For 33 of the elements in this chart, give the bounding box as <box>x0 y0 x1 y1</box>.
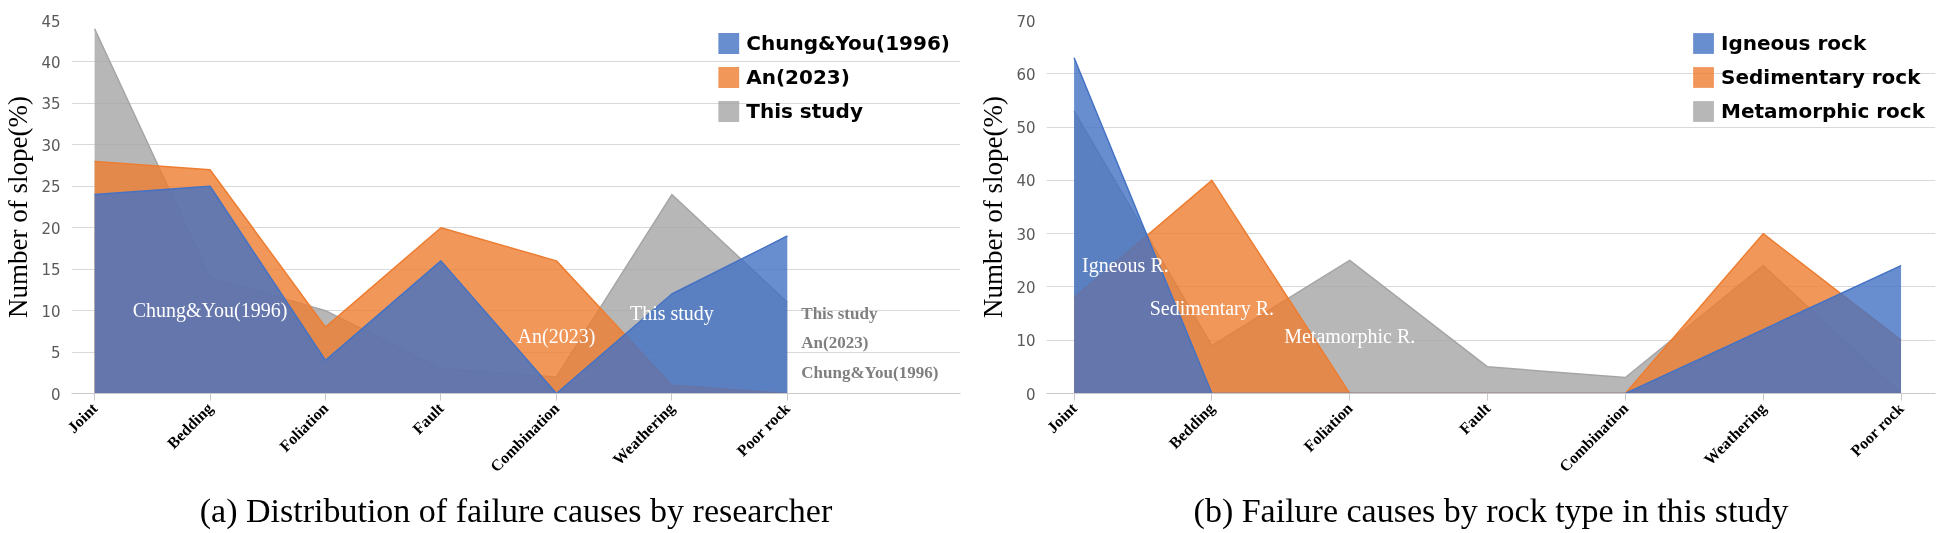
y-tick-label: 0 <box>50 385 61 404</box>
y-tick-label: 60 <box>1016 65 1036 84</box>
legend-label: Igneous rock <box>1721 31 1867 55</box>
y-tick-label: 0 <box>1025 385 1036 404</box>
y-tick-label: 5 <box>50 344 61 363</box>
y-tick-label: 40 <box>41 53 61 72</box>
y-tick-label: 20 <box>41 219 61 238</box>
legend-label: Sedimentary rock <box>1721 65 1921 89</box>
y-tick-label: 30 <box>41 136 61 155</box>
y-tick-label: 50 <box>1016 119 1036 138</box>
y-tick-label: 25 <box>41 178 61 197</box>
annotation: Chung&You(1996) <box>132 298 288 322</box>
y-tick-label: 45 <box>41 12 61 31</box>
legend-label: Metamorphic rock <box>1721 99 1925 123</box>
annotation: This study <box>801 303 878 323</box>
y-tick-label: 40 <box>1016 172 1036 191</box>
annotation: An(2023) <box>801 333 869 353</box>
annotation: An(2023) <box>517 325 596 349</box>
annotation: Chung&You(1996) <box>801 363 939 383</box>
y-tick-label: 35 <box>41 95 61 114</box>
y-tick-label: 15 <box>41 261 61 280</box>
y-axis-title: Number of slope(%) <box>3 96 34 318</box>
y-tick-label: 30 <box>1016 225 1036 244</box>
y-axis-title: Number of slope(%) <box>978 96 1009 318</box>
text: (a) Distribution of failure causes by researcher <box>199 491 833 530</box>
y-tick-label: 10 <box>41 302 61 321</box>
legend-label: An(2023) <box>746 65 850 89</box>
y-tick-label: 10 <box>1016 332 1036 351</box>
legend-label: This study <box>746 99 863 123</box>
legend-label: Chung&You(1996) <box>746 31 950 55</box>
y-tick-label: 70 <box>1016 12 1036 31</box>
y-tick-label: 20 <box>1016 278 1036 297</box>
text: (b) Failure causes by rock type in this study <box>1193 491 1789 530</box>
